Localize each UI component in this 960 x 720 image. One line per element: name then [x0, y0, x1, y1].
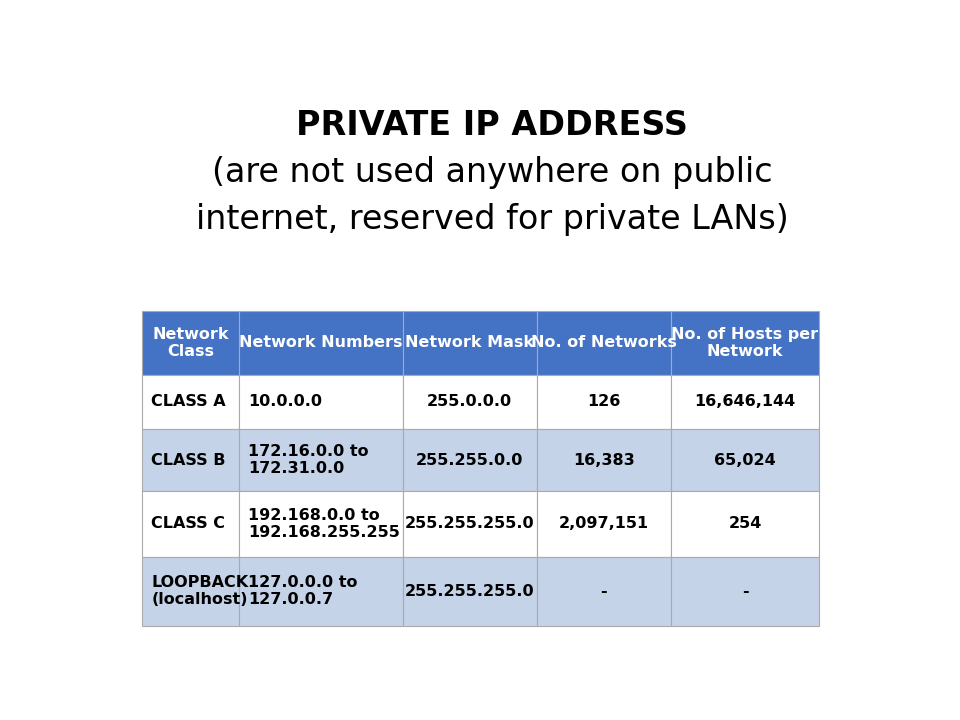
FancyBboxPatch shape — [403, 311, 537, 374]
FancyBboxPatch shape — [142, 491, 239, 557]
Text: Network
Class: Network Class — [153, 327, 228, 359]
FancyBboxPatch shape — [670, 374, 820, 429]
FancyBboxPatch shape — [403, 374, 537, 429]
Text: 254: 254 — [729, 516, 761, 531]
Text: 2,097,151: 2,097,151 — [559, 516, 649, 531]
FancyBboxPatch shape — [670, 429, 820, 491]
FancyBboxPatch shape — [239, 311, 403, 374]
Text: 255.255.255.0: 255.255.255.0 — [405, 516, 535, 531]
FancyBboxPatch shape — [403, 429, 537, 491]
FancyBboxPatch shape — [670, 557, 820, 626]
FancyBboxPatch shape — [142, 557, 239, 626]
Text: 127.0.0.0 to
127.0.0.7: 127.0.0.0 to 127.0.0.7 — [248, 575, 357, 608]
FancyBboxPatch shape — [142, 311, 239, 374]
Text: 65,024: 65,024 — [714, 453, 776, 467]
FancyBboxPatch shape — [403, 557, 537, 626]
Text: LOOPBACK
(localhost): LOOPBACK (localhost) — [152, 575, 249, 608]
Text: No. of Networks: No. of Networks — [531, 336, 677, 351]
FancyBboxPatch shape — [239, 491, 403, 557]
Text: -: - — [742, 584, 748, 599]
FancyBboxPatch shape — [670, 311, 820, 374]
Text: 126: 126 — [587, 395, 620, 410]
Text: CLASS B: CLASS B — [152, 453, 226, 467]
Text: 255.255.255.0: 255.255.255.0 — [405, 584, 535, 599]
Text: PRIVATE IP ADDRESS: PRIVATE IP ADDRESS — [296, 109, 688, 142]
Text: No. of Hosts per
Network: No. of Hosts per Network — [671, 327, 819, 359]
Text: -: - — [600, 584, 607, 599]
Text: 172.16.0.0 to
172.31.0.0: 172.16.0.0 to 172.31.0.0 — [248, 444, 369, 476]
Text: Network Numbers: Network Numbers — [239, 336, 402, 351]
Text: 16,383: 16,383 — [573, 453, 635, 467]
Text: Network Mask: Network Mask — [405, 336, 534, 351]
FancyBboxPatch shape — [403, 491, 537, 557]
FancyBboxPatch shape — [537, 311, 670, 374]
FancyBboxPatch shape — [537, 374, 670, 429]
FancyBboxPatch shape — [537, 429, 670, 491]
FancyBboxPatch shape — [537, 557, 670, 626]
Text: internet, reserved for private LANs): internet, reserved for private LANs) — [196, 203, 788, 236]
FancyBboxPatch shape — [537, 491, 670, 557]
FancyBboxPatch shape — [670, 491, 820, 557]
Text: CLASS C: CLASS C — [152, 516, 226, 531]
Text: 192.168.0.0 to
192.168.255.255: 192.168.0.0 to 192.168.255.255 — [248, 508, 400, 540]
FancyBboxPatch shape — [239, 557, 403, 626]
Text: CLASS A: CLASS A — [152, 395, 226, 410]
Text: 16,646,144: 16,646,144 — [694, 395, 796, 410]
FancyBboxPatch shape — [239, 429, 403, 491]
FancyBboxPatch shape — [142, 429, 239, 491]
Text: (are not used anywhere on public: (are not used anywhere on public — [212, 156, 772, 189]
Text: 255.0.0.0: 255.0.0.0 — [427, 395, 513, 410]
FancyBboxPatch shape — [239, 374, 403, 429]
Text: 255.255.0.0: 255.255.0.0 — [416, 453, 523, 467]
FancyBboxPatch shape — [142, 374, 239, 429]
Text: 10.0.0.0: 10.0.0.0 — [248, 395, 322, 410]
